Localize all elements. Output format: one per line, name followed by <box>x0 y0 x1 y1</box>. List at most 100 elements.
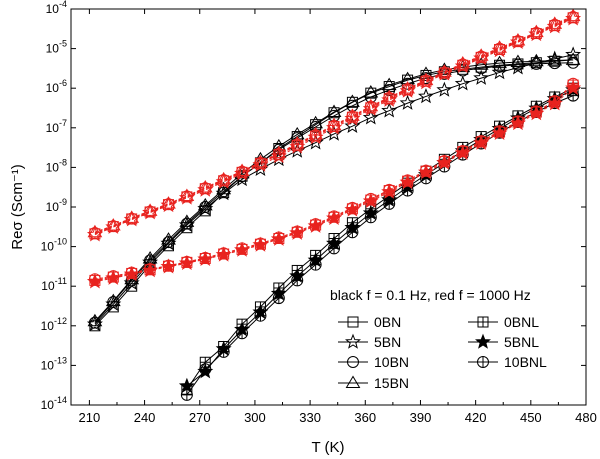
data-point-15bn-black <box>436 62 452 75</box>
data-point-10bn-red-shape <box>364 100 377 113</box>
y-tick-base: 10 <box>46 121 60 135</box>
data-point-10bn-red-shape <box>88 227 101 240</box>
data-point-15bn-red-shape <box>271 145 287 159</box>
data-point-15bn-red-shape <box>363 98 379 112</box>
data-point-5bn-black-shape <box>362 109 379 125</box>
data-point-10bn-black-shape <box>88 316 101 329</box>
legend-entry: 0BN <box>338 314 401 330</box>
data-point-0bn-black-shape <box>181 222 193 234</box>
data-point-10bn-red <box>346 110 359 123</box>
data-point-15bn-black-shape <box>179 214 195 227</box>
data-point-10bn-red-shape <box>291 138 304 151</box>
data-point-10bn-red <box>199 182 212 195</box>
data-point-15bn-red-shape <box>308 126 324 140</box>
data-point-5bn-black-shape <box>436 81 453 97</box>
series-line-5bn-black <box>94 54 574 325</box>
x-tick-label: 480 <box>575 410 597 425</box>
data-point-10bn-black-shape <box>107 295 120 308</box>
data-point-15bn-red <box>124 210 140 223</box>
data-point-10bnl-black <box>180 388 193 401</box>
data-point-0bn-black-shape <box>346 96 358 108</box>
x-tick-label: 390 <box>410 410 432 425</box>
data-point-10bn-red <box>456 58 469 71</box>
data-point-15bn-black-shape <box>216 181 232 195</box>
data-point-15bn-black <box>197 197 213 211</box>
data-point-5bn-black <box>491 64 508 80</box>
data-point-10bn-red-shape <box>125 212 138 225</box>
data-point-10bn-red-shape <box>346 110 359 123</box>
data-point-15bn-red-shape <box>87 224 103 238</box>
data-point-15bn-black-shape <box>492 55 507 69</box>
data-point-15bn-black <box>87 313 103 327</box>
data-point-10bn-black <box>107 295 120 308</box>
data-point-10bn-red <box>475 50 488 63</box>
y-tick-base: 10 <box>46 2 60 16</box>
data-point-5bn-black-shape <box>399 94 416 110</box>
y-tick-label: 10-11 <box>41 276 67 293</box>
data-point-10bn-red <box>419 74 432 87</box>
data-point-15bn-red <box>87 224 103 238</box>
data-point-15bn-black <box>216 181 232 195</box>
y-axis-label: Reσ (Scm⁻¹) <box>9 164 26 250</box>
data-point-15bn-red <box>234 163 250 177</box>
y-tick-base: 10 <box>41 398 55 412</box>
data-point-5bn-black <box>546 50 563 66</box>
y-tick-exponent: -4 <box>59 0 67 9</box>
legend-label: 10BNL <box>504 354 547 370</box>
data-point-15bn-black <box>161 232 176 245</box>
legend-entry: 5BN <box>338 333 401 350</box>
data-point-15bn-black <box>547 53 563 66</box>
legend-entry: 0BNL <box>468 314 539 330</box>
series-line-0bnl-black <box>186 87 574 390</box>
data-point-15bn-red <box>308 126 324 140</box>
data-point-10bn-black-shape <box>199 201 212 213</box>
data-point-15bn-red <box>326 117 342 131</box>
data-point-15bn-black-shape <box>565 52 581 65</box>
data-point-10bn-red <box>180 190 193 203</box>
data-point-15bn-red <box>363 98 379 112</box>
legend-marker <box>345 333 361 349</box>
y-tick-label: 10-14 <box>41 395 67 412</box>
data-point-15bn-black-shape <box>87 313 103 327</box>
data-point-10bn-red <box>217 174 230 187</box>
data-point-15bn-red <box>510 33 526 46</box>
data-point-15bn-red <box>271 145 287 159</box>
data-point-10bnl-red <box>567 77 580 90</box>
y-tick-label: 10-10 <box>41 237 67 254</box>
data-point-15bn-black-shape <box>345 94 360 107</box>
data-point-10bn-red-shape <box>456 58 469 71</box>
y-tick-base: 10 <box>46 81 60 95</box>
data-point-10bn-red <box>254 156 267 169</box>
x-tick-label: 330 <box>299 410 321 425</box>
y-tick-exponent: -11 <box>55 276 67 286</box>
data-point-15bn-red <box>142 203 158 216</box>
data-point-15bn-black-shape <box>436 62 452 75</box>
data-point-0bn-black <box>365 87 377 99</box>
legend-label: 0BN <box>374 314 401 330</box>
data-point-15bn-black-shape <box>418 66 434 79</box>
data-point-10bnl-red <box>125 266 138 279</box>
legend-marker-shape <box>345 333 361 349</box>
y-tick-exponent: -10 <box>54 237 67 247</box>
data-point-15bn-black <box>381 77 397 91</box>
data-point-15bn-red-shape <box>105 218 121 231</box>
data-point-5bn-black-shape <box>417 88 434 104</box>
data-point-0bn-black <box>346 96 358 108</box>
data-point-10bnl-red <box>475 135 488 148</box>
legend-entry: 5BNL <box>468 333 539 350</box>
y-tick-label: 10-12 <box>41 316 67 333</box>
x-tick-label: 360 <box>354 410 376 425</box>
data-point-5bn-black <box>565 46 582 62</box>
data-point-15bn-black <box>271 138 287 152</box>
legend-entry: 10BN <box>338 354 409 370</box>
data-point-15bn-red-shape <box>124 210 140 223</box>
data-point-15bn-red-shape <box>455 56 471 69</box>
data-point-10bn-red-shape <box>144 205 157 218</box>
legend-marker-shape <box>347 356 359 368</box>
x-tick-label: 210 <box>79 410 101 425</box>
data-point-15bn-red <box>492 40 507 53</box>
data-point-10bnl-red <box>530 105 543 118</box>
data-point-10bnl-red <box>272 231 285 244</box>
legend-marker <box>347 316 359 328</box>
